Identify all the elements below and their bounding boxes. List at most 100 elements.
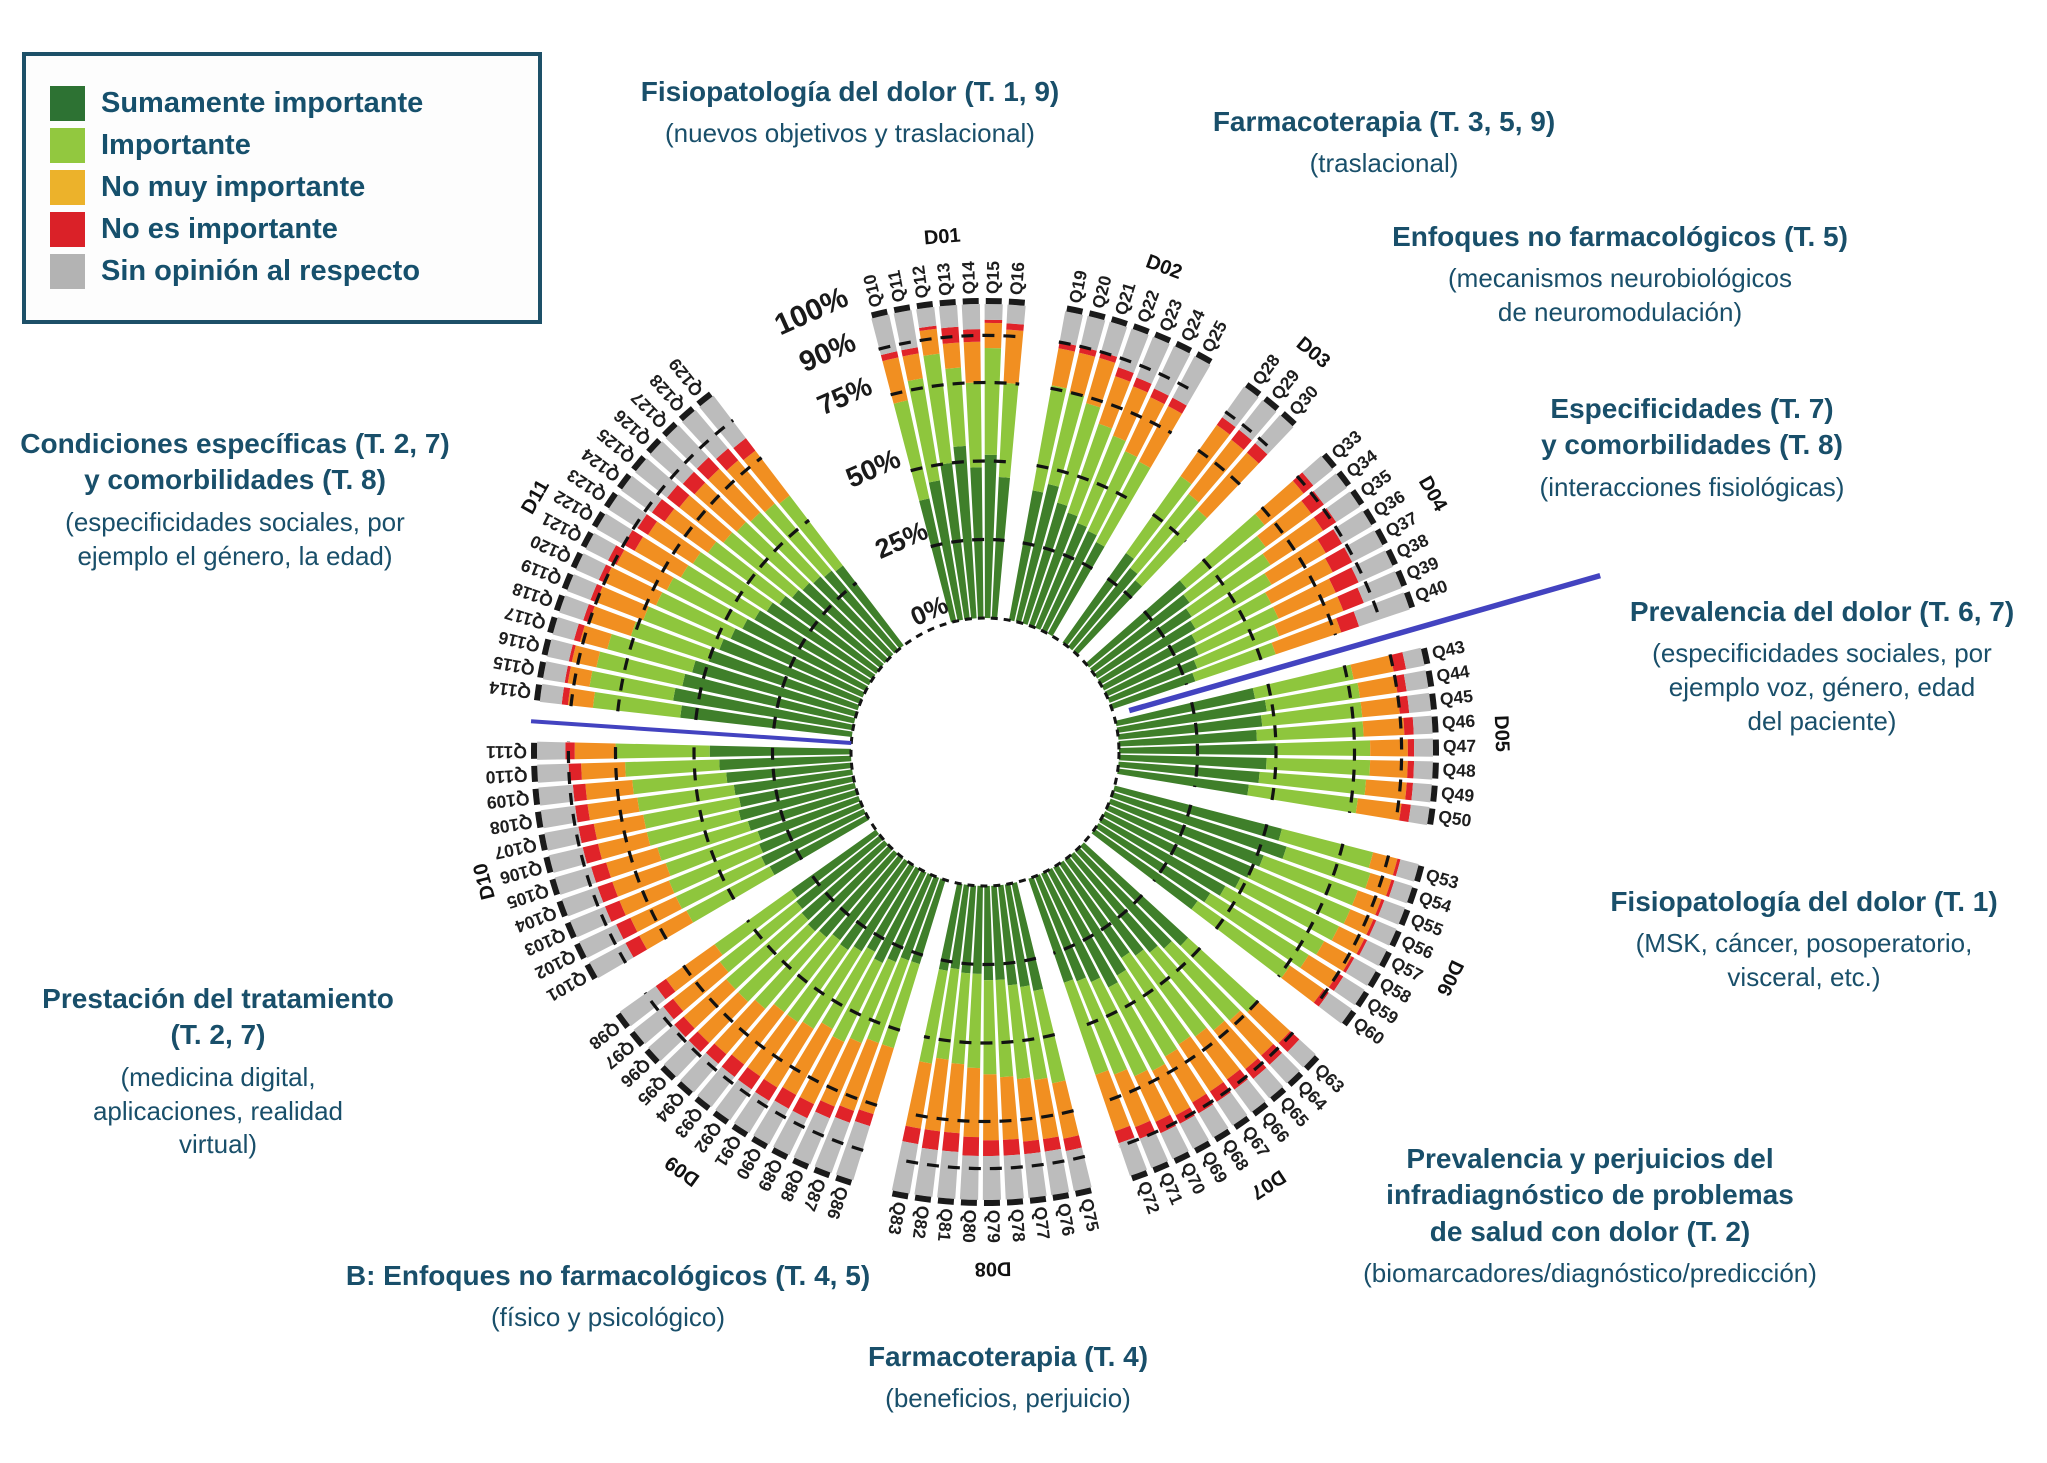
bar-Q119-sin_opinion <box>566 574 597 600</box>
bar-cap-100 <box>615 1012 631 1029</box>
bar-Q105-sumamente_importante <box>747 789 858 831</box>
q-label-Q82: Q82 <box>909 1204 933 1240</box>
legend-label: No muy importante <box>101 170 366 203</box>
bar-Q68-importante <box>1117 969 1178 1057</box>
bar-cap-100 <box>1389 930 1402 948</box>
bar-Q109-no_es_importante <box>572 783 587 802</box>
bar-cap-100 <box>1374 528 1388 546</box>
legend-label: Sin opinión al respecto <box>101 254 421 287</box>
bar-Q65-importante <box>1149 945 1225 1031</box>
bar-Q118-importante <box>630 621 713 662</box>
gridline-25-D03 <box>1106 577 1133 600</box>
domain-label-D05: D05 <box>1490 715 1513 752</box>
bar-Q126-no_muy_importante <box>694 482 746 532</box>
gridline-50-D08 <box>923 1032 1056 1045</box>
bar-Q71-no_muy_importante <box>1114 1069 1151 1128</box>
gridline-50-D03 <box>1151 512 1187 543</box>
bar-Q30-importante <box>1135 509 1207 587</box>
bar-Q91-no_es_importante <box>755 1078 778 1101</box>
bar-Q21-no_muy_importante <box>1086 357 1116 408</box>
bar-cap-100 <box>1407 887 1418 905</box>
bar-Q114-sumamente_importante <box>680 705 853 738</box>
bar-cap-100 <box>771 1147 789 1160</box>
bar-Q82-no_muy_importante <box>924 1057 949 1132</box>
bar-Q40-sumamente_importante <box>1110 672 1196 710</box>
annotation-subtitle: (beneficios, perjuicio) <box>885 1383 1131 1414</box>
bar-Q88-no_es_importante <box>815 1100 835 1119</box>
annotation-enfoques-no-farmacologicos-b: B: Enfoques no farmacológicos (T. 4, 5) … <box>346 1258 870 1335</box>
bar-Q128-no_muy_importante <box>726 460 775 513</box>
bar-Q117-no_muy_importante <box>579 625 612 650</box>
bar-cap-100 <box>1252 1101 1269 1117</box>
annotation-subtitle: (especificidades sociales, por <box>65 506 405 537</box>
bar-Q29-no_muy_importante <box>1188 439 1244 503</box>
bar-Q19-sumamente_importante <box>1008 490 1044 622</box>
bar-Q70-sumamente_importante <box>1041 871 1101 983</box>
bar-Q34-importante <box>1183 535 1266 603</box>
bar-Q106-importante <box>646 810 742 846</box>
domain-label-D03: D03 <box>1292 333 1334 373</box>
bar-Q24-no_es_importante <box>1150 388 1169 405</box>
bar-cap-100 <box>1154 331 1172 344</box>
bar-Q123-no_muy_importante <box>647 521 701 564</box>
bar-cap-100 <box>1270 1087 1287 1103</box>
bar-Q109-sin_opinion <box>538 784 575 806</box>
legend-swatch-5 <box>50 253 85 289</box>
bar-Q89-sumamente_importante <box>874 870 927 963</box>
bar-Q64-no_muy_importante <box>1229 1010 1274 1056</box>
bar-Q102-sumamente_importante <box>761 808 867 866</box>
bar-Q46-no_es_importante <box>1403 717 1414 735</box>
axis-tick-25: 25% <box>871 515 933 564</box>
bar-Q46-no_muy_importante <box>1362 717 1405 737</box>
bar-cap-100 <box>1403 591 1416 609</box>
annotation-title: y comorbilidades (T. 8) <box>84 464 386 496</box>
annotation-title: de salud con dolor (T. 2) <box>1429 1215 1751 1247</box>
bar-Q49-no_muy_importante <box>1364 779 1407 800</box>
bar-Q20-sin_opinion <box>1080 315 1106 351</box>
bar-Q68-sin_opinion <box>1198 1104 1229 1138</box>
bar-Q118-sin_opinion <box>559 595 589 621</box>
bar-Q124-sumamente_importante <box>779 595 880 674</box>
bar-Q114-no_es_importante <box>561 687 571 706</box>
bar-Q22-sin_opinion <box>1118 328 1149 373</box>
bar-cap-100 <box>1385 548 1398 566</box>
annotation-fisiopatologia-t1: Fisiopatología del dolor (T. 1) (MSK, cá… <box>1610 884 1997 995</box>
bar-Q123-importante <box>692 552 773 612</box>
bar-Q43-sin_opinion <box>1402 647 1425 670</box>
bar-Q125-no_es_importante <box>667 484 690 508</box>
bar-Q91-sumamente_importante <box>853 862 915 952</box>
bar-Q118-no_muy_importante <box>589 606 636 636</box>
bar-Q118-no_es_importante <box>583 604 595 623</box>
bar-Q43-importante <box>1252 664 1354 699</box>
bar-Q44-sumamente_importante <box>1116 700 1267 733</box>
bar-Q78-no_muy_importante <box>1000 1076 1019 1140</box>
bar-cap-100 <box>1355 990 1370 1008</box>
q-label-Q15: Q15 <box>983 261 1004 295</box>
bar-Q60-sin_opinion <box>1318 992 1352 1024</box>
bar-cap-100 <box>1336 470 1351 487</box>
bar-Q126-sin_opinion <box>649 441 694 484</box>
bar-Q122-no_muy_importante <box>634 536 689 578</box>
bar-Q20-no_muy_importante <box>1069 352 1096 397</box>
bar-Q123-sin_opinion <box>608 494 647 529</box>
bar-Q34-sin_opinion <box>1313 473 1347 505</box>
bar-Q36-no_es_importante <box>1317 529 1343 554</box>
bar-Q119-no_muy_importante <box>596 586 649 621</box>
bar-cap-100 <box>1303 1055 1320 1071</box>
bar-Q89-sin_opinion <box>773 1110 808 1156</box>
bar-Q79-importante <box>983 980 997 1075</box>
bar-Q116-sumamente_importante <box>682 673 856 724</box>
bar-Q58-no_muy_importante <box>1316 941 1352 972</box>
bar-Q120-no_es_importante <box>598 564 612 583</box>
annotation-infradiagnostico-t2: Prevalencia y perjuicios del infradiagnó… <box>1363 1141 1817 1291</box>
q-label-Q77: Q77 <box>1030 1205 1054 1240</box>
bar-cap-100 <box>631 455 647 472</box>
bar-Q117-sumamente_importante <box>692 660 858 717</box>
gridline-50-D07 <box>1078 946 1202 1030</box>
bar-Q89-no_muy_importante <box>799 1036 845 1105</box>
bar-Q120-sin_opinion <box>575 553 606 580</box>
bar-Q36-sumamente_importante <box>1097 620 1196 685</box>
legend: Sumamente importante Importante No muy imp… <box>22 52 542 324</box>
bar-Q111-sumamente_importante <box>709 745 852 757</box>
bar-cap-100 <box>1425 670 1435 688</box>
